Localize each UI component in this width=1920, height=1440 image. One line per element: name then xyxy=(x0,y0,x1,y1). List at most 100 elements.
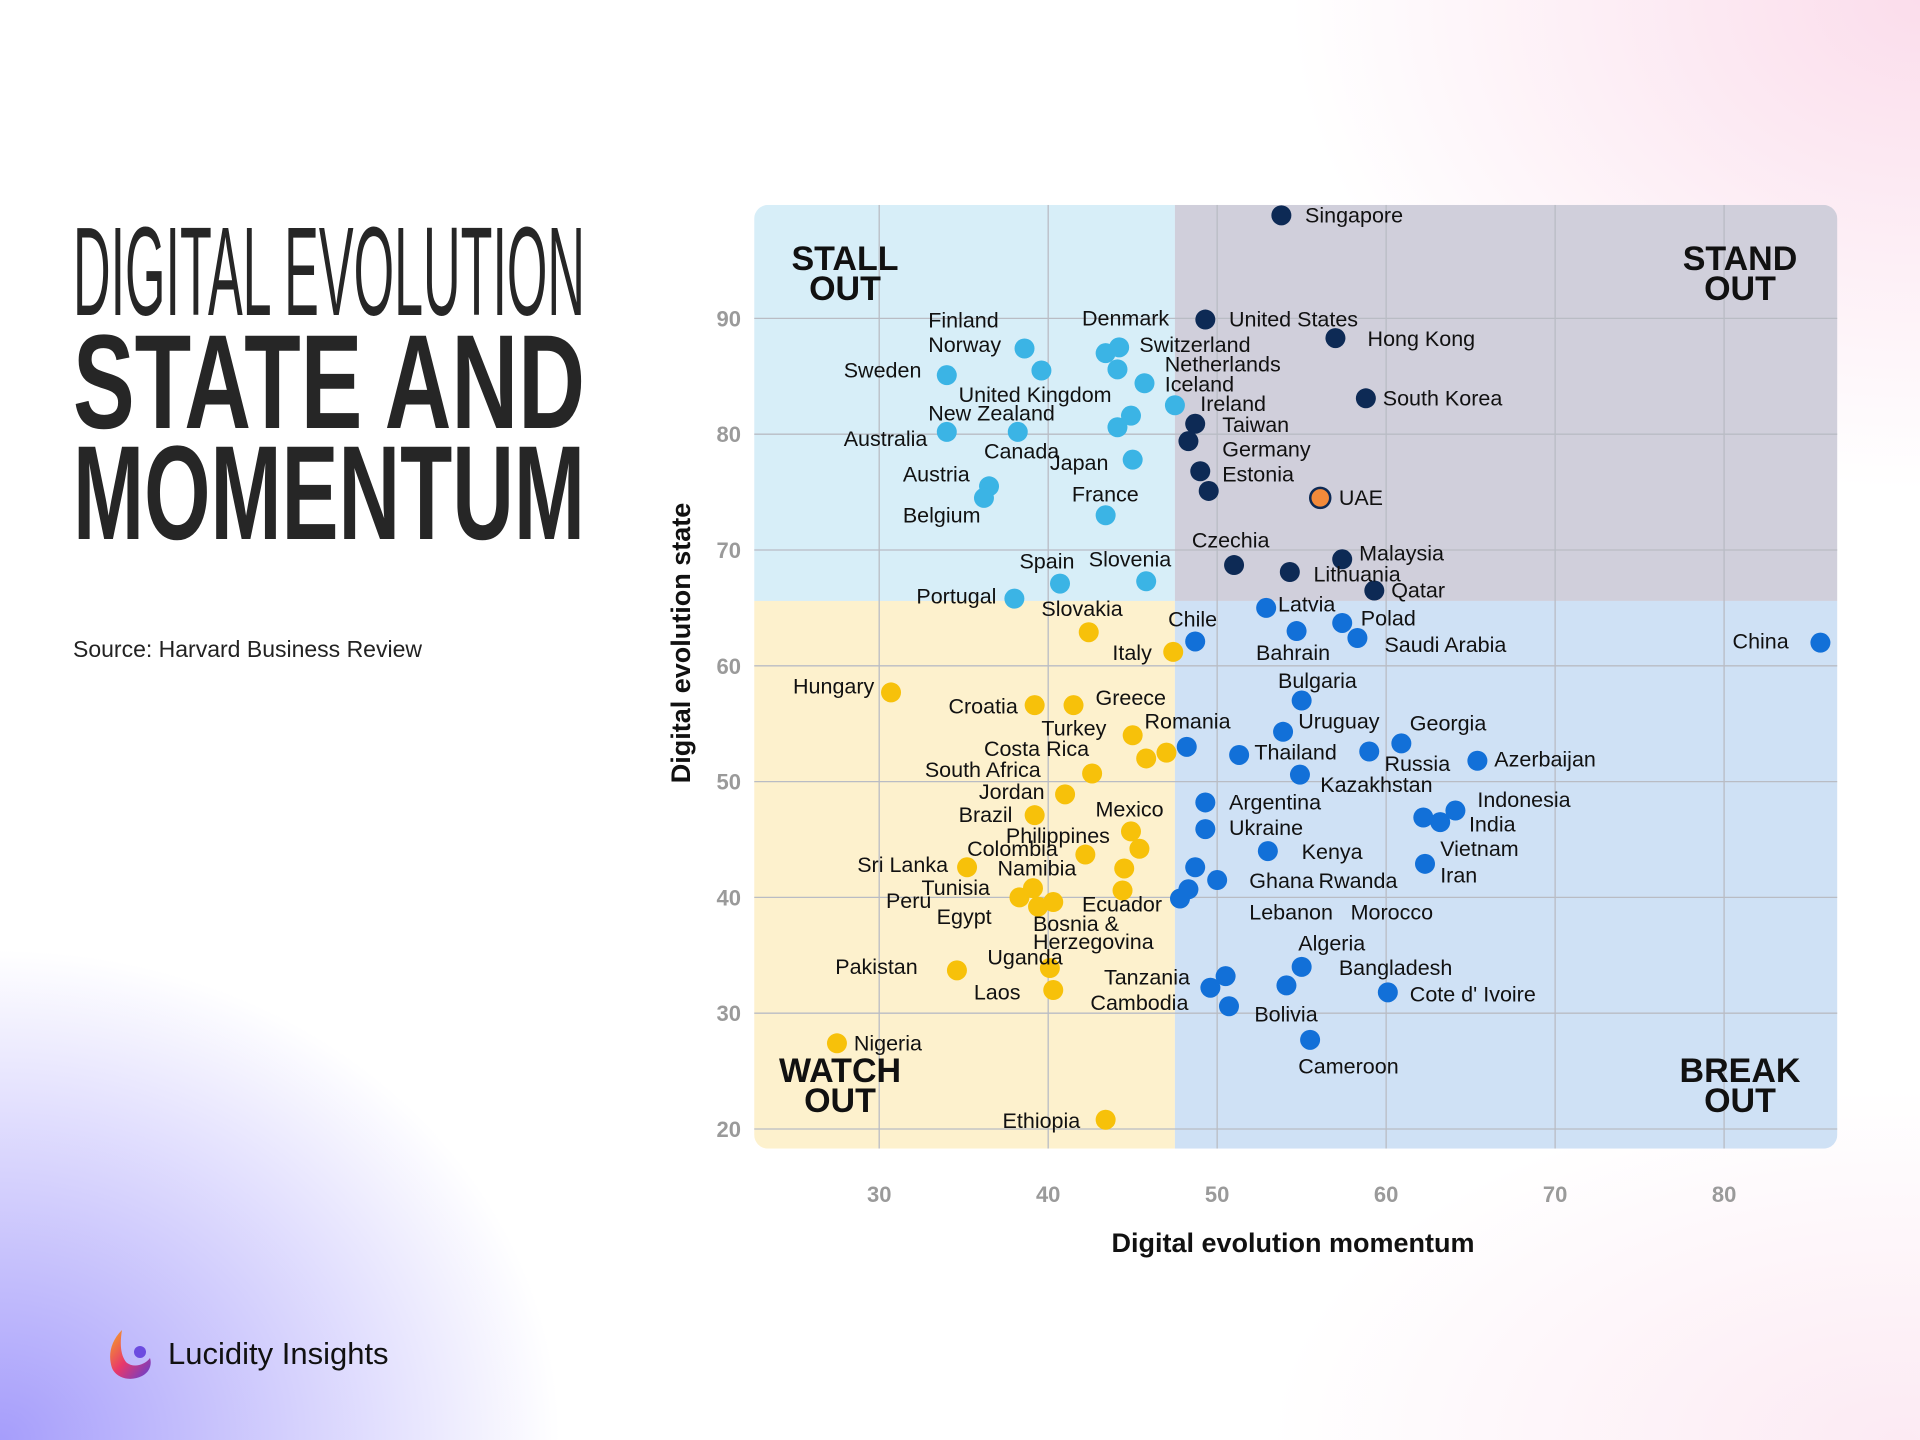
point-label: Jordan xyxy=(979,780,1045,804)
data-point xyxy=(1224,555,1245,576)
data-point xyxy=(1004,588,1025,609)
data-point xyxy=(1078,622,1099,643)
point-label-line: Kenya xyxy=(1302,840,1363,864)
point-label: Indonesia xyxy=(1477,788,1570,812)
point-label: France xyxy=(1072,482,1139,506)
point-label: Hungary xyxy=(793,675,875,699)
point-label: Australia xyxy=(844,427,928,451)
point-label-line: Vietnam xyxy=(1440,837,1518,861)
point-label: Azerbaijan xyxy=(1494,748,1596,772)
data-point xyxy=(973,487,994,508)
point-label: Bulgaria xyxy=(1278,669,1357,693)
point-label-line: Nigeria xyxy=(854,1031,922,1055)
point-label-line: Peru xyxy=(886,889,931,913)
point-label: Thailand xyxy=(1254,741,1336,765)
point-label: Iran xyxy=(1440,863,1477,887)
data-point xyxy=(1122,725,1143,746)
data-point xyxy=(1043,892,1064,913)
point-label: Estonia xyxy=(1222,463,1294,487)
point-label: Finland xyxy=(928,309,999,333)
point-label-line: Turkey xyxy=(1041,716,1106,740)
data-point xyxy=(1355,388,1376,409)
x-tick-label: 70 xyxy=(1543,1182,1567,1207)
point-label-line: Philippines xyxy=(1006,824,1110,848)
point-label: Namibia xyxy=(997,856,1076,880)
point-label: Russia xyxy=(1384,752,1450,776)
quadrant-stall-out-bg xyxy=(754,204,1175,601)
point-label: Bangladesh xyxy=(1339,956,1453,980)
point-label: Norway xyxy=(928,333,1001,357)
point-label: United States xyxy=(1229,308,1358,332)
data-point xyxy=(1810,632,1831,653)
data-point xyxy=(936,421,957,442)
data-point xyxy=(1095,1109,1116,1130)
point-label: Pakistan xyxy=(835,955,917,979)
point-label: Greece xyxy=(1095,686,1166,710)
point-label-line: Russia xyxy=(1384,752,1450,776)
point-label: Uruguay xyxy=(1298,709,1380,733)
point-label-line: Croatia xyxy=(948,694,1017,718)
point-label: Tanzania xyxy=(1104,965,1190,989)
data-point xyxy=(1014,338,1035,359)
point-label: Italy xyxy=(1112,641,1152,665)
point-label-line: Kazakhstan xyxy=(1320,773,1432,797)
data-point xyxy=(1169,888,1190,909)
point-label-line: Cambodia xyxy=(1090,991,1188,1015)
data-point xyxy=(1176,736,1197,757)
y-tick-label: 90 xyxy=(717,306,741,331)
point-label: Peru xyxy=(886,889,931,913)
data-point xyxy=(1024,805,1045,826)
point-label-line: Netherlands xyxy=(1165,353,1281,377)
x-axis-title: Digital evolution momentum xyxy=(1111,1228,1474,1258)
point-label-line: New Zealand xyxy=(928,401,1055,425)
point-label: Hong Kong xyxy=(1368,327,1476,351)
brand: Lucidity Insights xyxy=(104,1326,389,1382)
point-label: Uganda xyxy=(987,946,1062,970)
point-label-line: Namibia xyxy=(997,856,1076,880)
point-label: Qatar xyxy=(1391,579,1445,603)
data-point xyxy=(1185,857,1206,878)
point-label-line: Tunisia xyxy=(921,876,990,900)
data-point xyxy=(1308,486,1332,510)
point-label: Ukraine xyxy=(1229,816,1303,840)
data-point xyxy=(1178,431,1199,452)
point-label-line: Rwanda xyxy=(1319,869,1398,893)
point-label: Ecuador xyxy=(1082,892,1162,916)
data-point xyxy=(1215,966,1236,987)
data-point xyxy=(1257,841,1278,862)
quadrant-label-line: OUT xyxy=(1704,270,1776,308)
point-label-line: Australia xyxy=(844,427,928,451)
title-line-3: MOMENTUM xyxy=(73,419,585,560)
point-label-line: Spain xyxy=(1019,550,1074,574)
point-label-line: Azerbaijan xyxy=(1494,748,1596,772)
point-label: New Zealand xyxy=(928,401,1055,425)
point-label-line: Hong Kong xyxy=(1368,327,1476,351)
data-point xyxy=(1286,621,1307,642)
point-label-line: Saudi Arabia xyxy=(1384,633,1506,657)
data-point xyxy=(1289,764,1310,785)
quadrant-label-line: BREAK xyxy=(1680,1052,1801,1090)
point-label: Nigeria xyxy=(854,1031,922,1055)
point-label: Czechia xyxy=(1192,529,1270,553)
point-label-line: Uruguay xyxy=(1298,709,1380,733)
point-label-line: Brazil xyxy=(959,803,1013,827)
quadrant-stand-out-bg xyxy=(1174,204,1838,601)
data-points xyxy=(826,205,1831,1130)
point-label: Slovenia xyxy=(1089,547,1172,571)
y-axis-title: Digital evolution state xyxy=(666,503,696,784)
point-label: Bahrain xyxy=(1256,641,1330,665)
data-point xyxy=(1359,741,1380,762)
data-point xyxy=(1063,695,1084,716)
data-point xyxy=(1195,819,1216,840)
point-label: Georgia xyxy=(1410,712,1487,736)
point-label: Romania xyxy=(1144,709,1230,733)
point-label: Germany xyxy=(1222,437,1311,461)
point-label: Cote d' Ivoire xyxy=(1410,983,1536,1007)
point-label-line: Uganda xyxy=(987,946,1062,970)
point-label: Malaysia xyxy=(1359,541,1444,565)
data-point xyxy=(1107,359,1128,380)
point-label-line: Bosnia & xyxy=(1033,912,1119,936)
point-label-line: Ethiopia xyxy=(1003,1109,1081,1133)
point-label-line: Austria xyxy=(903,463,970,487)
x-tick-label: 40 xyxy=(1036,1182,1060,1207)
